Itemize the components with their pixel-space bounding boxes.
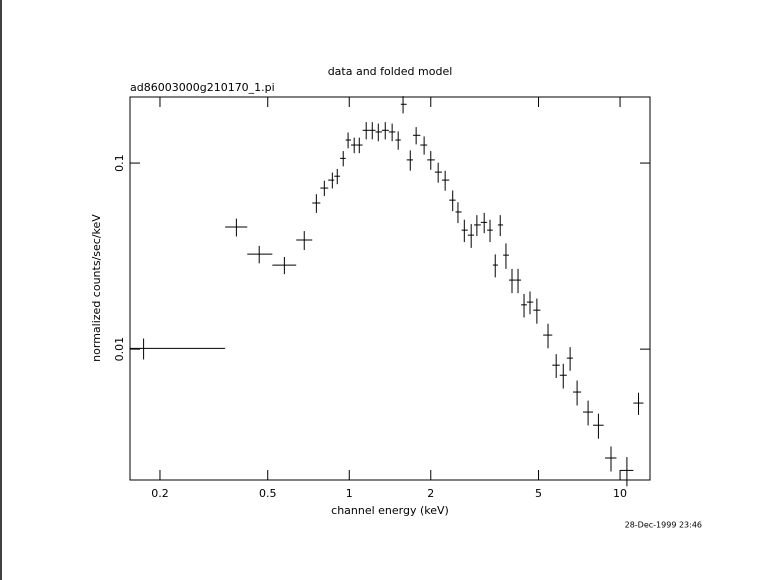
chart-title: data and folded model [328, 65, 453, 78]
y-axis-label: normalized counts/sec/keV [90, 214, 103, 362]
timestamp: 28-Dec-1999 23:46 [625, 521, 702, 530]
y-tick-label: 0.1 [113, 154, 126, 172]
x-tick-label: 10 [613, 487, 627, 500]
y-tick-label: 0.01 [113, 337, 126, 362]
plot-frame [129, 96, 651, 481]
x-axis-label: channel energy (keV) [331, 504, 449, 517]
x-tick-label: 5 [535, 487, 542, 500]
chart-subtitle: ad86003000g210170_1.pi [130, 81, 275, 94]
x-tick-label: 0.2 [151, 487, 169, 500]
x-tick-label: 1 [346, 487, 353, 500]
x-tick-label: 2 [427, 487, 434, 500]
x-tick-label: 0.5 [259, 487, 277, 500]
